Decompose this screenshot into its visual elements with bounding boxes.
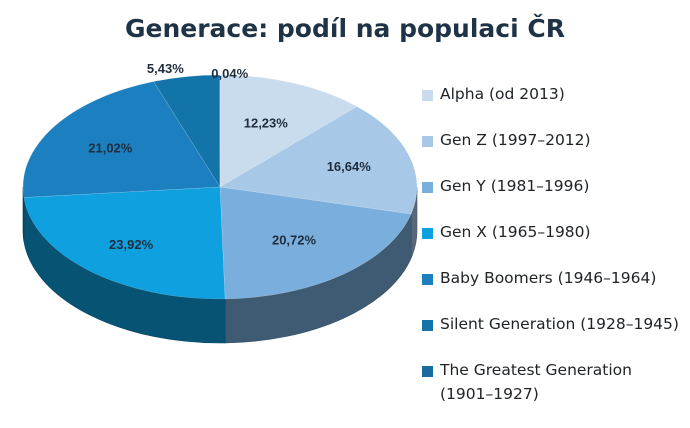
legend-item: Alpha (od 2013) xyxy=(422,82,687,106)
legend-swatch xyxy=(422,274,433,285)
legend-label: Gen Z (1997–2012) xyxy=(440,131,591,149)
data-label-1: 16,64% xyxy=(327,159,372,174)
legend-swatch xyxy=(422,136,433,147)
legend-swatch xyxy=(422,228,433,239)
data-label-6: 0,04% xyxy=(211,66,248,81)
legend-label: Baby Boomers (1946–1964) xyxy=(440,269,656,287)
legend-item: Baby Boomers (1946–1964) xyxy=(422,266,687,290)
legend-item: Gen X (1965–1980) xyxy=(422,220,687,244)
legend-label: Gen Y (1981–1996) xyxy=(440,177,589,195)
legend-label: Silent Generation (1928–1945) xyxy=(440,315,679,333)
chart-legend: Alpha (od 2013) Gen Z (1997–2012) Gen Y (1… xyxy=(422,82,687,428)
data-label-5: 5,43% xyxy=(147,61,184,76)
legend-label: Alpha (od 2013) xyxy=(440,85,565,103)
legend-swatch xyxy=(422,320,433,331)
legend-item: Gen Y (1981–1996) xyxy=(422,174,687,198)
legend-swatch xyxy=(422,90,433,101)
data-label-4: 21,02% xyxy=(88,140,133,155)
legend-item: Silent Generation (1928–1945) xyxy=(422,312,687,336)
legend-swatch xyxy=(422,366,433,377)
data-label-2: 20,72% xyxy=(272,232,317,247)
data-label-0: 12,23% xyxy=(244,116,289,131)
legend-swatch xyxy=(422,182,433,193)
pie-chart: 12,23% 16,64% 20,72% 23,92% 21,02% 5,43% 0,04% xyxy=(0,0,420,406)
legend-label: The Greatest Generation (1901–1927) xyxy=(440,361,632,403)
legend-label: Gen X (1965–1980) xyxy=(440,223,591,241)
legend-item: The Greatest Generation (1901–1927) xyxy=(422,358,687,406)
data-label-3: 23,92% xyxy=(109,237,154,252)
legend-item: Gen Z (1997–2012) xyxy=(422,128,687,152)
